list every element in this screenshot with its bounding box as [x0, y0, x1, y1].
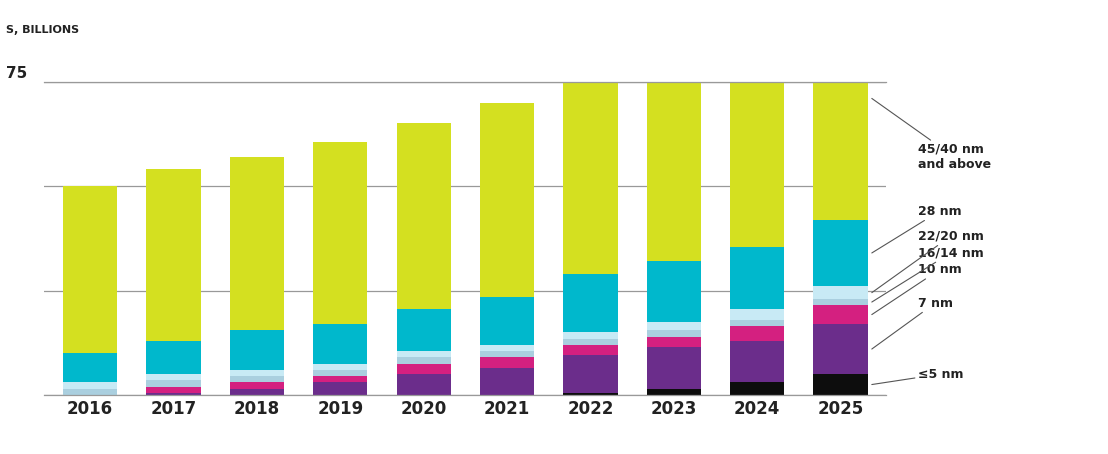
- Bar: [146, 380, 201, 387]
- Bar: [229, 330, 284, 370]
- Bar: [563, 339, 617, 345]
- Bar: [563, 393, 617, 395]
- Bar: [314, 142, 368, 324]
- Bar: [730, 309, 784, 320]
- Bar: [647, 322, 701, 330]
- Bar: [480, 368, 534, 395]
- Bar: [480, 297, 534, 345]
- Bar: [146, 374, 201, 380]
- Bar: [397, 123, 451, 309]
- Bar: [813, 286, 868, 299]
- Bar: [813, 305, 868, 324]
- Bar: [146, 169, 201, 340]
- Bar: [146, 393, 201, 395]
- Text: S, BILLIONS: S, BILLIONS: [7, 25, 80, 35]
- Bar: [314, 370, 368, 376]
- Text: 7 nm: 7 nm: [872, 296, 953, 349]
- Bar: [730, 247, 784, 309]
- Bar: [730, 382, 784, 395]
- Bar: [480, 345, 534, 351]
- Bar: [229, 370, 284, 376]
- Bar: [813, 220, 868, 286]
- Bar: [647, 336, 701, 347]
- Bar: [229, 382, 284, 389]
- Bar: [63, 389, 117, 395]
- Bar: [229, 389, 284, 395]
- Text: ≤5 nm: ≤5 nm: [872, 368, 963, 385]
- Bar: [647, 330, 701, 336]
- Bar: [63, 186, 117, 353]
- Bar: [813, 299, 868, 305]
- Bar: [146, 340, 201, 374]
- Text: 16/14 nm: 16/14 nm: [872, 247, 984, 302]
- Bar: [397, 309, 451, 351]
- Bar: [480, 351, 534, 357]
- Bar: [63, 382, 117, 389]
- Bar: [229, 157, 284, 330]
- Bar: [314, 382, 368, 395]
- Bar: [730, 326, 784, 340]
- Bar: [397, 351, 451, 357]
- Bar: [813, 374, 868, 395]
- Text: 75: 75: [7, 66, 28, 81]
- Text: 28 nm: 28 nm: [872, 205, 962, 253]
- Bar: [813, 0, 868, 220]
- Bar: [563, 345, 617, 355]
- Bar: [480, 103, 534, 297]
- Bar: [397, 364, 451, 374]
- Bar: [314, 324, 368, 364]
- Bar: [314, 364, 368, 370]
- Bar: [229, 376, 284, 382]
- Bar: [647, 262, 701, 322]
- Bar: [397, 357, 451, 364]
- Bar: [647, 53, 701, 262]
- Text: 10 nm: 10 nm: [872, 263, 962, 315]
- Bar: [730, 320, 784, 326]
- Bar: [480, 357, 534, 368]
- Bar: [647, 389, 701, 395]
- Bar: [146, 387, 201, 393]
- Bar: [813, 324, 868, 374]
- Bar: [563, 274, 617, 332]
- Bar: [314, 376, 368, 382]
- Bar: [397, 374, 451, 395]
- Bar: [63, 353, 117, 382]
- Bar: [563, 355, 617, 393]
- Bar: [730, 25, 784, 247]
- Bar: [647, 347, 701, 389]
- Bar: [730, 340, 784, 382]
- Text: 22/20 nm: 22/20 nm: [872, 230, 984, 293]
- Bar: [563, 332, 617, 339]
- Bar: [563, 74, 617, 274]
- Text: 45/40 nm
and above: 45/40 nm and above: [872, 99, 991, 171]
